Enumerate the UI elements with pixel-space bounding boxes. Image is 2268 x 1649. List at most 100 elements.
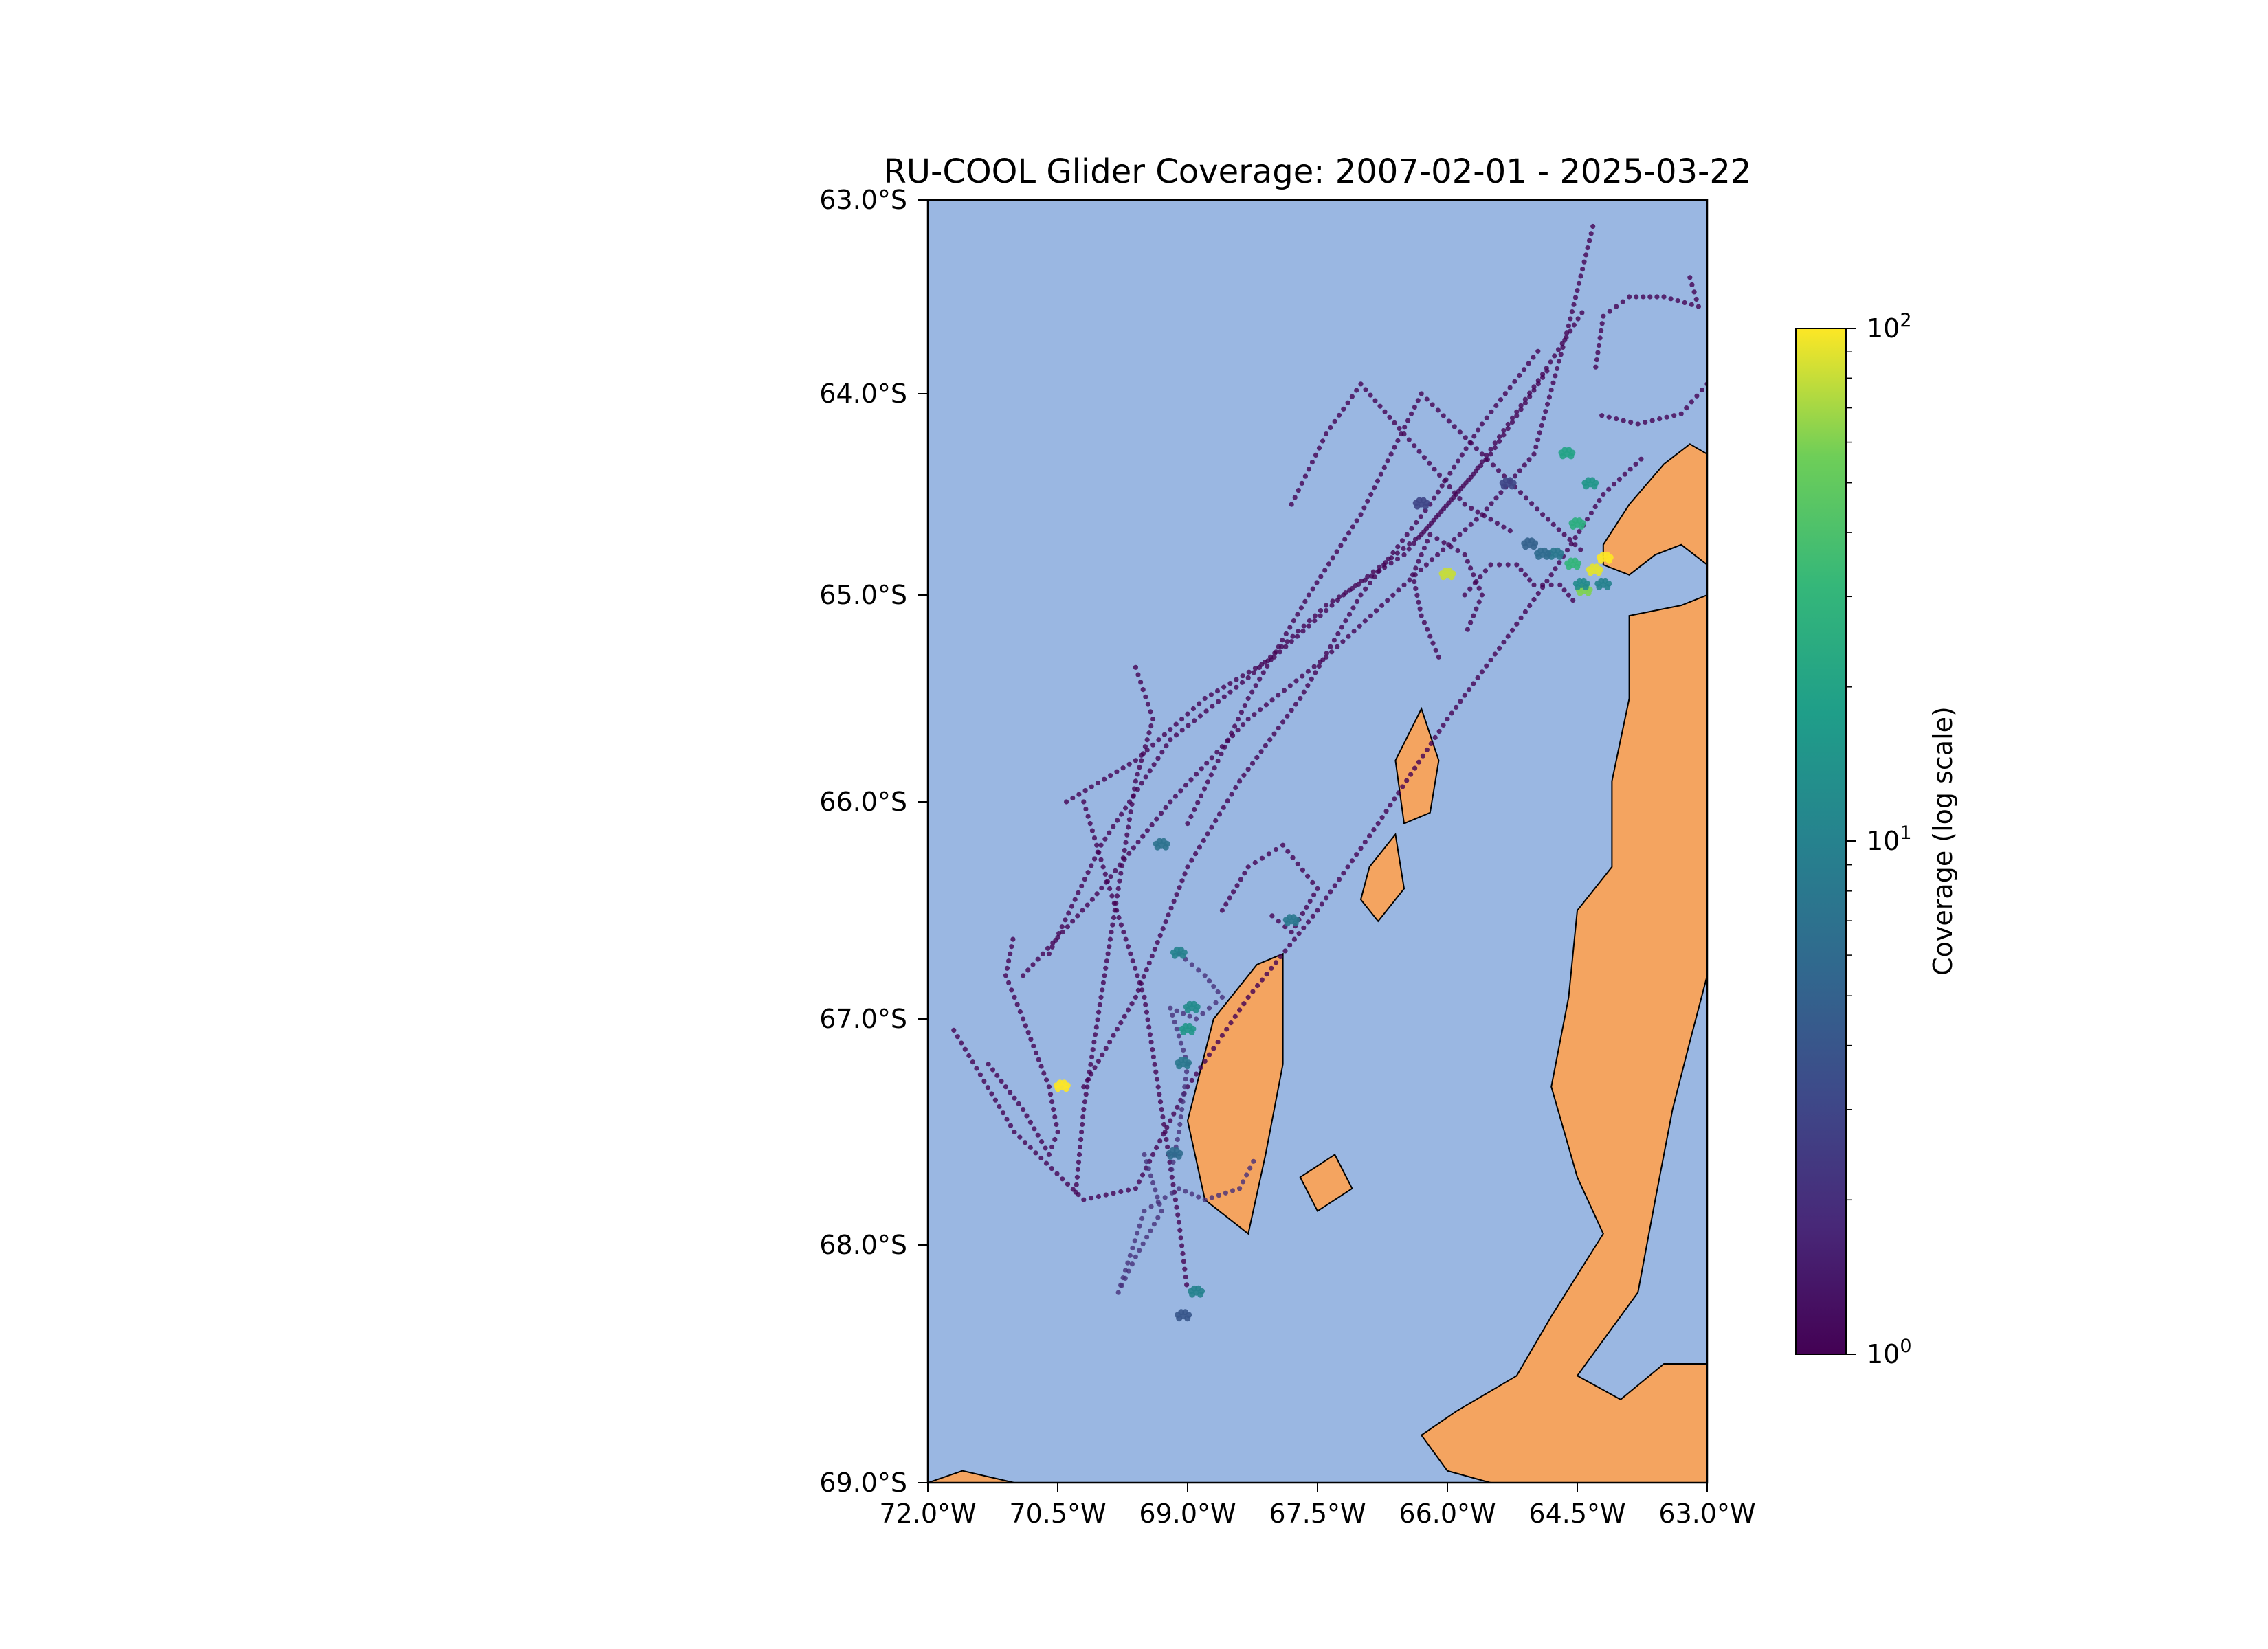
- track-point: [1471, 681, 1476, 686]
- track-point: [1177, 885, 1182, 890]
- track-point: [1416, 759, 1422, 765]
- track-point: [1098, 994, 1104, 1000]
- track-point: [1142, 1152, 1147, 1157]
- track-point: [1290, 855, 1296, 860]
- track-point: [1358, 592, 1364, 598]
- track-point: [1300, 867, 1305, 873]
- x-tick-label: 70.5°W: [1009, 1499, 1106, 1529]
- y-tick-label: 68.0°S: [819, 1230, 907, 1260]
- track-point: [1278, 954, 1283, 959]
- track-point: [1368, 491, 1374, 497]
- track-point: [1421, 620, 1427, 625]
- coverage-hotspot: [1183, 1000, 1201, 1013]
- x-axis: 72.0°W 70.5°W 69.0°W 67.5°W 66.0°W 64.5°…: [879, 1483, 1756, 1529]
- track-point: [1151, 762, 1157, 767]
- track-point: [1588, 510, 1594, 516]
- track-point: [1588, 231, 1594, 236]
- track-point: [1571, 322, 1577, 328]
- track-point: [1419, 391, 1424, 396]
- track-point: [1299, 480, 1304, 486]
- track-point: [1145, 1017, 1150, 1022]
- hotspot-point: [1282, 917, 1289, 923]
- track-point: [1556, 527, 1561, 532]
- track-point: [1482, 513, 1487, 519]
- hotspot-point: [1592, 480, 1599, 486]
- track-point: [1245, 695, 1251, 702]
- track-point: [1245, 675, 1251, 681]
- track-point: [1155, 940, 1160, 945]
- track-point: [1091, 835, 1098, 841]
- track-point: [1103, 1192, 1109, 1198]
- track-point: [1488, 517, 1493, 522]
- glider-track-14: [1593, 275, 1701, 370]
- track-point: [1568, 541, 1574, 547]
- track-point: [1350, 605, 1356, 611]
- track-point: [1070, 795, 1076, 801]
- track-point: [1133, 664, 1138, 670]
- track-point: [1126, 1187, 1131, 1193]
- track-point: [1247, 1165, 1253, 1171]
- track-point: [1514, 413, 1520, 418]
- track-point: [1039, 1139, 1045, 1145]
- track-point: [1181, 1047, 1186, 1053]
- track-point: [1260, 670, 1266, 675]
- track-point: [1599, 413, 1605, 418]
- track-point: [1540, 582, 1546, 588]
- x-tick-72w: 72.0°W: [879, 1483, 977, 1529]
- track-point: [1392, 796, 1397, 802]
- track-point: [1185, 864, 1190, 870]
- track-point: [1227, 689, 1233, 695]
- track-point: [1166, 912, 1171, 918]
- track-point: [1647, 294, 1653, 300]
- x-tick-label: 69.0°W: [1139, 1499, 1236, 1529]
- track-point: [990, 1067, 996, 1073]
- y-tick-label: 63.0°S: [819, 185, 907, 215]
- track-point: [1138, 680, 1144, 685]
- track-point: [1035, 956, 1041, 962]
- track-point: [1505, 426, 1511, 431]
- track-point: [1064, 799, 1069, 805]
- track-point: [1611, 482, 1617, 487]
- track-point: [1126, 851, 1132, 856]
- track-point: [1056, 931, 1062, 936]
- colorbar-tick-label: 100: [1867, 1336, 1912, 1369]
- coverage-hotspot: [1586, 563, 1603, 576]
- track-point: [1079, 1129, 1085, 1135]
- track-point: [1283, 644, 1289, 649]
- hotspot-point: [1545, 550, 1552, 557]
- track-point: [1392, 445, 1397, 450]
- track-point: [1175, 1104, 1180, 1110]
- track-point: [1548, 359, 1553, 365]
- track-point: [1507, 385, 1513, 390]
- track-point: [974, 1066, 979, 1071]
- track-point: [1252, 860, 1258, 866]
- track-point: [1569, 309, 1575, 315]
- track-point: [1031, 1043, 1036, 1049]
- track-point: [1145, 702, 1150, 707]
- y-tick-label: 67.0°S: [819, 1004, 907, 1034]
- track-point: [1291, 618, 1296, 624]
- track-point: [1076, 792, 1082, 797]
- hotspot-point: [1177, 1149, 1183, 1156]
- track-point: [1092, 1065, 1098, 1070]
- track-point: [1079, 883, 1085, 889]
- track-point: [1113, 868, 1118, 873]
- track-point: [1492, 440, 1498, 446]
- track-point: [1205, 831, 1210, 837]
- track-point: [1302, 473, 1308, 479]
- track-point: [1089, 897, 1095, 902]
- track-point: [1219, 994, 1225, 1000]
- track-point: [1156, 737, 1161, 743]
- track-point: [1177, 1227, 1183, 1233]
- track-point: [1381, 562, 1387, 568]
- track-point: [1144, 1235, 1150, 1240]
- track-point: [1076, 890, 1081, 895]
- track-point: [1206, 1005, 1212, 1011]
- track-point: [1381, 464, 1387, 471]
- track-point: [1568, 316, 1573, 322]
- track-point: [1054, 1121, 1059, 1128]
- track-point: [1076, 1152, 1082, 1157]
- track-point: [1451, 495, 1456, 500]
- track-point: [1085, 1077, 1091, 1082]
